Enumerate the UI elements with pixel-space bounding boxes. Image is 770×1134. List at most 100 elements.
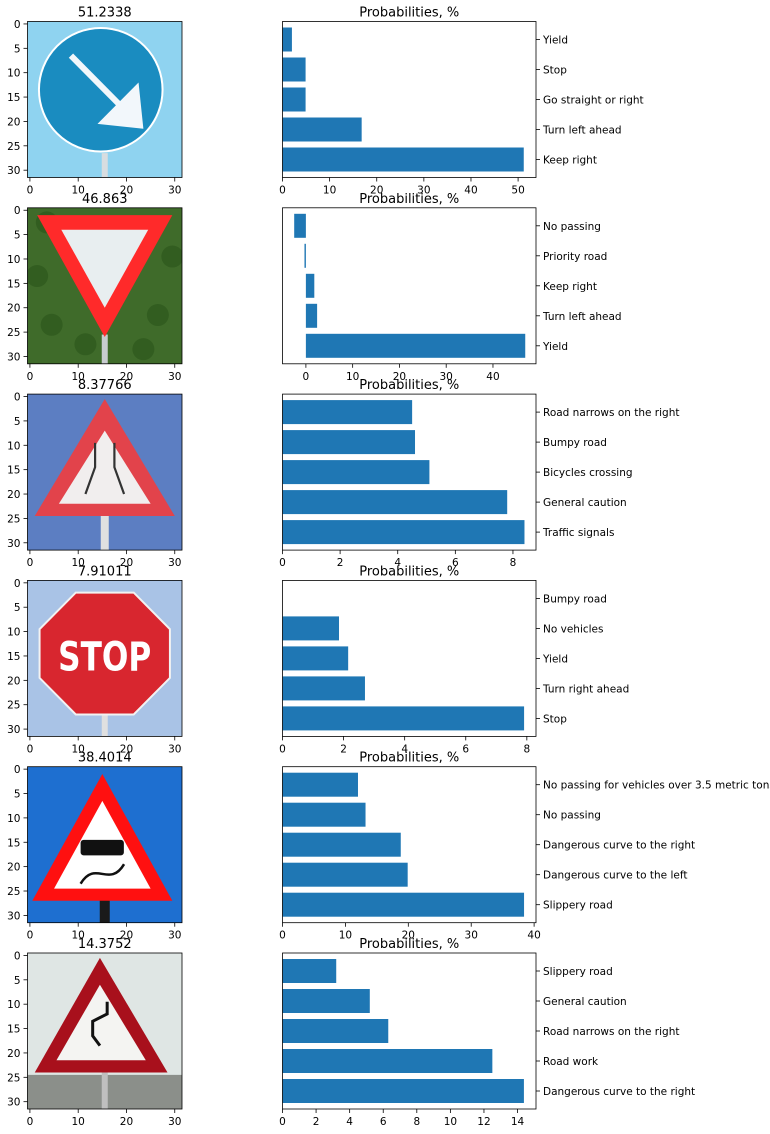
x-tick-label: 0 <box>279 557 286 569</box>
probability-bar <box>282 676 365 701</box>
image-title: 51.2338 <box>78 6 132 21</box>
sign-plate <box>56 984 146 1061</box>
image-y-tick-label: 10 <box>7 68 20 80</box>
sign-pole <box>101 712 108 737</box>
sign-pole <box>101 334 108 364</box>
x-tick-label: 20 <box>402 930 415 942</box>
image-y-tick-label: 15 <box>7 651 20 663</box>
bar-chart: No passing for vehicles over 3.5 metric … <box>279 751 770 942</box>
sign-pictogram <box>27 394 182 551</box>
image-frame <box>27 21 183 178</box>
probability-bar <box>282 430 416 455</box>
arrow-head <box>97 82 144 129</box>
probability-bar <box>282 460 430 485</box>
foliage <box>74 333 97 356</box>
bar-chart: Bumpy road No vehicles Yield Turn right ahe… <box>279 564 629 755</box>
image-y-tick-label: 5 <box>14 43 21 55</box>
image-y-tick-label: 25 <box>7 886 20 898</box>
image-y-tick-label: 5 <box>14 416 21 428</box>
probability-bar <box>282 57 306 82</box>
image-y-tick-label: 30 <box>7 724 20 736</box>
image-y-tick-label: 30 <box>7 165 20 177</box>
probability-bar <box>282 490 508 515</box>
probability-bar <box>305 333 526 358</box>
category-label: Bumpy road <box>543 437 607 449</box>
x-tick-label: 0 <box>279 930 286 942</box>
sign-image: 46.863 0 5 10 15 20 25 30 0 10 20 30 <box>7 192 183 383</box>
category-label: Dangerous curve to the left <box>543 870 687 882</box>
category-label: Road work <box>543 1056 599 1068</box>
bar-chart: Road narrows on the right Bumpy road Bicyc… <box>279 378 679 569</box>
image-y-tick-label: 5 <box>14 230 21 242</box>
image-y-tick-label: 10 <box>7 813 20 825</box>
image-y-tick-label: 15 <box>7 837 20 849</box>
bar-chart: No passing Priority road Keep right Turn le… <box>282 192 622 383</box>
probability-bar <box>282 959 337 983</box>
category-label: Road narrows on the right <box>543 407 679 419</box>
image-title: 46.863 <box>82 192 128 207</box>
sign-image: 51.2338 0 5 10 15 20 25 30 0 10 20 30 <box>7 6 183 197</box>
probability-bar <box>282 1049 493 1073</box>
sign-image: 8.37766 0 5 10 15 20 25 30 0 10 20 30 <box>7 378 183 569</box>
image-x-tick-label: 0 <box>27 557 34 569</box>
image-frame <box>27 580 183 737</box>
x-tick-label: 20 <box>393 371 406 383</box>
category-label: General caution <box>543 996 627 1008</box>
image-x-tick-label: 0 <box>27 743 34 755</box>
probability-bar <box>282 27 292 52</box>
image-y-tick-label: 25 <box>7 513 20 525</box>
bar-axes-frame <box>282 393 537 551</box>
probability-bar <box>282 520 525 545</box>
category-label: Priority road <box>543 251 607 263</box>
image-x-tick-label: 10 <box>72 743 85 755</box>
bar-chart: Yield Stop Go straight or right Turn left a… <box>279 6 644 197</box>
bar-axes-frame <box>282 207 537 365</box>
sign-plate <box>58 430 151 504</box>
x-tick-label: 2 <box>313 1116 320 1128</box>
image-x-tick-label: 10 <box>72 371 85 383</box>
image-y-tick-label: 0 <box>14 19 21 31</box>
image-x-tick-label: 30 <box>168 1116 181 1128</box>
probability-bar <box>305 303 318 328</box>
x-tick-label: 30 <box>465 930 478 942</box>
x-tick-label: 40 <box>464 185 477 197</box>
probability-bar <box>304 243 306 268</box>
image-y-tick-label: 30 <box>7 538 20 550</box>
category-label: Go straight or right <box>543 95 644 107</box>
image-x-tick-label: 0 <box>27 371 34 383</box>
x-tick-label: 2 <box>337 557 344 569</box>
probability-bar <box>282 646 349 671</box>
image-y-tick-label: 30 <box>7 910 20 922</box>
probability-bar <box>282 862 408 887</box>
x-tick-label: 6 <box>452 557 459 569</box>
probability-bar <box>282 772 358 797</box>
probability-bar <box>282 989 370 1013</box>
sign-pole <box>101 1070 108 1109</box>
x-tick-label: 8 <box>510 557 517 569</box>
image-y-tick-label: 15 <box>7 465 20 477</box>
bar-chart-title: Probabilities, % <box>359 6 459 21</box>
category-label: Stop <box>543 713 567 725</box>
category-label: Yield <box>542 653 568 665</box>
x-tick-label: 4 <box>346 1116 353 1128</box>
category-label: No vehicles <box>543 623 603 635</box>
image-y-tick-label: 0 <box>14 764 21 776</box>
sign-pictogram <box>27 766 182 923</box>
image-frame <box>27 952 183 1110</box>
car-symbol <box>80 839 124 856</box>
image-y-tick-label: 20 <box>7 1048 20 1060</box>
x-tick-label: 4 <box>394 557 401 569</box>
probability-bar <box>305 273 315 298</box>
category-label: Turn left ahead <box>542 125 622 137</box>
category-label: Keep right <box>543 281 597 293</box>
x-tick-label: 30 <box>440 371 453 383</box>
foliage <box>132 338 155 361</box>
probability-bar <box>282 1019 389 1043</box>
x-tick-label: 0 <box>279 1116 286 1128</box>
image-y-tick-label: 10 <box>7 254 20 266</box>
image-y-tick-label: 20 <box>7 116 20 128</box>
image-x-tick-label: 10 <box>72 930 85 942</box>
